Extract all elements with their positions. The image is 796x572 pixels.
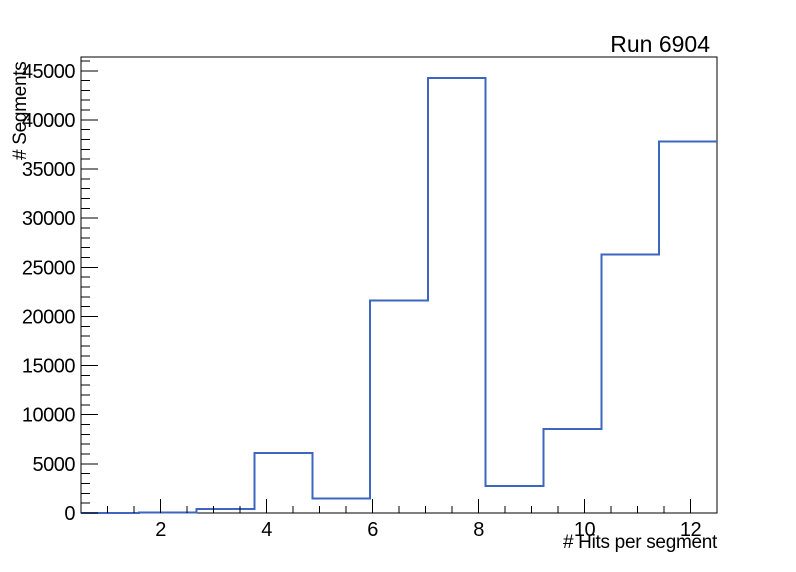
x-tick-label: 10 — [574, 519, 596, 541]
x-axis-title: # Hits per segment — [562, 532, 717, 553]
y-tick-label: 35000 — [22, 159, 75, 181]
y-tick-label: 10000 — [22, 405, 75, 427]
x-tick-label: 12 — [680, 519, 702, 541]
chart-title: Run 6904 — [610, 31, 710, 57]
x-tick-label: 4 — [261, 519, 272, 541]
y-tick-label: 20000 — [22, 306, 75, 328]
y-tick-label: 25000 — [22, 257, 75, 279]
y-tick-label: 30000 — [22, 208, 75, 230]
plot-frame — [80, 56, 718, 514]
x-tick-label: 2 — [155, 519, 166, 541]
y-tick-label: 0 — [64, 503, 75, 525]
y-tick-label: 40000 — [22, 110, 75, 132]
histogram-line — [81, 77, 717, 514]
y-tick-label: 45000 — [22, 61, 75, 83]
y-axis-title: # Segments — [10, 61, 31, 160]
x-tick-label: 6 — [367, 519, 378, 541]
x-tick-label: 8 — [473, 519, 484, 541]
y-tick-label: 5000 — [33, 454, 76, 476]
y-tick-label: 15000 — [22, 356, 75, 378]
